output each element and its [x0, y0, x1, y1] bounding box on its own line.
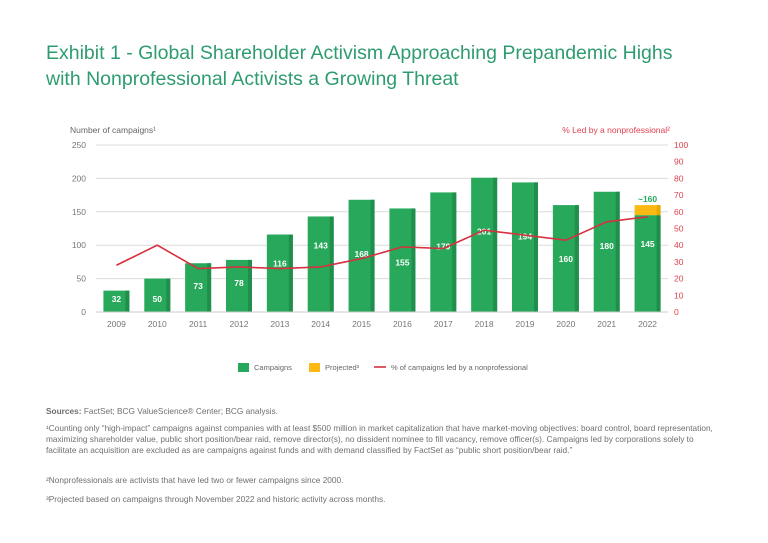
right-tick-label: 80	[674, 173, 684, 183]
x-tick-label: 2009	[107, 319, 126, 329]
title-line-1: Exhibit 1 - Global Shareholder Activism …	[46, 42, 673, 64]
x-tick-label: 2019	[516, 319, 535, 329]
left-tick-label: 0	[81, 307, 86, 317]
sources-text: FactSet; BCG ValueScience® Center; BCG a…	[81, 406, 278, 416]
x-tick-label: 2022	[638, 319, 657, 329]
left-tick-label: 50	[77, 274, 87, 284]
left-tick-label: 250	[72, 140, 86, 150]
bar-campaigns	[144, 278, 171, 312]
x-tick-label: 2011	[189, 319, 208, 329]
bar-value-label: 78	[234, 278, 244, 288]
x-tick-label: 2016	[393, 319, 412, 329]
bar-value-label: 143	[314, 240, 328, 250]
right-tick-label: 30	[674, 257, 684, 267]
bar-value-label: 32	[112, 294, 122, 304]
bar-campaigns	[185, 263, 212, 312]
bar-shade	[452, 192, 457, 312]
bar-value-label: 50	[153, 294, 163, 304]
sources-label: Sources:	[46, 406, 82, 416]
x-tick-label: 2013	[270, 319, 289, 329]
bar-projected	[634, 205, 661, 216]
bar-shade	[574, 205, 579, 312]
right-tick-label: 100	[674, 140, 688, 150]
x-tick-label: 2018	[475, 319, 494, 329]
right-tick-label: 20	[674, 274, 684, 284]
x-tick-label: 2014	[311, 319, 330, 329]
x-tick-label: 2020	[556, 319, 575, 329]
left-tick-label: 100	[72, 240, 86, 250]
projected-label: ~160	[638, 194, 657, 204]
bar-campaigns	[103, 290, 130, 312]
right-tick-label: 60	[674, 207, 684, 217]
x-tick-label: 2017	[434, 319, 453, 329]
right-tick-label: 70	[674, 190, 684, 200]
line-nonprofessional-share	[116, 216, 648, 270]
bar-shade	[125, 290, 130, 312]
footnote-2: ²Nonprofessionals are activists that hav…	[46, 475, 344, 485]
right-tick-label: 10	[674, 290, 684, 300]
bar-value-label: 155	[395, 257, 409, 267]
legend-swatch-projected	[309, 363, 320, 372]
bar-value-label: 168	[354, 249, 368, 259]
x-tick-label: 2021	[597, 319, 616, 329]
bar-value-label: 73	[193, 281, 203, 291]
bar-value-label: 145	[640, 239, 654, 249]
bar-shade	[166, 278, 171, 312]
legend-label-projected: Projected³	[325, 363, 360, 372]
bar-shade	[248, 259, 252, 312]
bar-shade	[656, 215, 661, 312]
x-tick-label: 2015	[352, 319, 371, 329]
bar-shade	[411, 208, 416, 312]
bar-campaigns	[634, 215, 661, 312]
bar-campaigns	[471, 177, 498, 312]
legend-label-line: % of campaigns led by a nonprofessional	[391, 363, 528, 372]
x-tick-label: 2010	[148, 319, 167, 329]
exhibit-title: Exhibit 1 - Global Shareholder Activism …	[46, 40, 673, 92]
campaigns-chart: 0 50 100 150 200 250 0 10 20 30 40 50 60 70 80 90 100 Num…	[70, 125, 688, 372]
bar-value-label: 194	[518, 231, 532, 241]
right-tick-label: 0	[674, 307, 679, 317]
title-line-2: with Nonprofessional Activists a Growing…	[46, 68, 459, 90]
right-tick-label: 50	[674, 224, 684, 234]
bar-shade	[288, 234, 293, 312]
bar-value-label: 179	[436, 241, 450, 251]
bar-shade	[534, 182, 538, 312]
right-tick-label: 90	[674, 157, 684, 167]
right-axis-title: % Led by a nonprofessional²	[562, 125, 670, 135]
bar-campaigns	[593, 191, 620, 312]
bar-campaigns	[307, 216, 334, 312]
legend-label-campaigns: Campaigns	[254, 363, 292, 372]
sources-note: Sources: FactSet; BCG ValueScience® Cent…	[46, 406, 726, 417]
right-tick-label: 40	[674, 240, 684, 250]
left-axis-title: Number of campaigns¹	[70, 125, 156, 135]
legend-swatch-campaigns	[238, 363, 249, 372]
x-tick-label: 2012	[230, 319, 249, 329]
bar-campaigns	[512, 182, 538, 312]
bar-campaigns	[266, 234, 293, 312]
left-tick-label: 200	[72, 173, 86, 183]
bar-value-label: 201	[477, 227, 491, 237]
bar-shade	[493, 177, 498, 312]
left-tick-label: 150	[72, 207, 86, 217]
bar-value-label: 160	[559, 254, 573, 264]
bar-campaigns	[430, 192, 457, 312]
bar-campaigns	[226, 259, 252, 312]
bar-campaigns	[389, 208, 416, 312]
bar-shade	[615, 191, 620, 312]
bar-shade	[656, 205, 661, 216]
bar-campaigns	[552, 205, 579, 312]
bar-value-label: 180	[600, 241, 614, 251]
footnote-3: ³Projected based on campaigns through No…	[46, 494, 386, 504]
bar-value-label: 116	[273, 259, 287, 269]
bar-shade	[207, 263, 212, 312]
footnote-1: ¹Counting only “high-impact” campaigns a…	[46, 423, 713, 455]
